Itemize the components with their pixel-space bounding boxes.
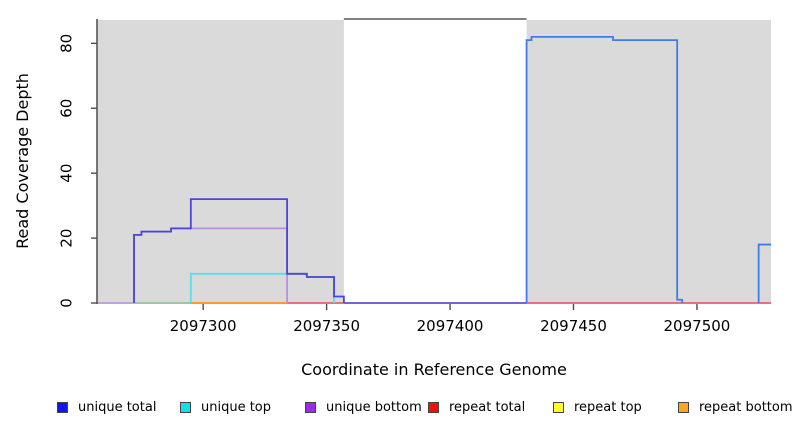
legend-item-repeat-bottom: repeat bottom <box>678 398 792 416</box>
unique-total-swatch-icon <box>57 401 68 413</box>
series-unique-total-right-block <box>525 35 684 303</box>
x-tick-label-2097350: 2097350 <box>293 317 360 335</box>
y-tick-label-80: 80 <box>58 34 76 53</box>
legend-label: repeat top <box>574 399 642 415</box>
legend-item-repeat-top: repeat top <box>553 398 642 416</box>
y-tick-label-60: 60 <box>58 99 76 118</box>
legend-item-unique-top: unique top <box>180 398 271 416</box>
series-unique-total-right-edge <box>757 243 771 303</box>
x-tick-label-2097450: 2097450 <box>540 317 607 335</box>
x-tick-label-2097500: 2097500 <box>664 317 731 335</box>
legend-label: unique top <box>201 399 272 415</box>
repeat-bottom-swatch-icon <box>678 401 689 413</box>
x-axis-label: Coordinate in Reference Genome <box>301 360 567 379</box>
repeat-top-swatch-icon <box>553 401 564 413</box>
unique-bottom-swatch-icon <box>305 401 316 413</box>
legend-label: repeat total <box>449 399 526 415</box>
repeat-total-swatch-icon <box>428 401 439 413</box>
chart-legend: unique total unique top unique bottom repea… <box>0 398 792 422</box>
x-tick-label-2097400: 2097400 <box>417 317 484 335</box>
legend-item-unique-total: unique total <box>57 398 156 416</box>
legend-label: unique total <box>78 399 157 415</box>
y-axis-label: Read Coverage Depth <box>13 73 32 249</box>
shaded-region-2 <box>526 20 771 303</box>
legend-item-unique-bottom: unique bottom <box>305 398 422 416</box>
legend-label: unique bottom <box>326 399 422 415</box>
legend-label: repeat bottom <box>699 399 792 415</box>
y-tick-label-40: 40 <box>58 164 76 183</box>
y-tick-label-0: 0 <box>58 298 76 308</box>
unique-top-swatch-icon <box>180 401 191 413</box>
y-tick-label-20: 20 <box>58 229 76 248</box>
series-unique-total-left-block <box>133 198 345 303</box>
shaded-region-1 <box>97 20 344 303</box>
coverage-plot: 2097300 2097350 2097400 2097450 2097500 0 20 40… <box>13 18 771 379</box>
x-tick-label-2097300: 2097300 <box>170 317 237 335</box>
legend-item-repeat-total: repeat total <box>428 398 525 416</box>
